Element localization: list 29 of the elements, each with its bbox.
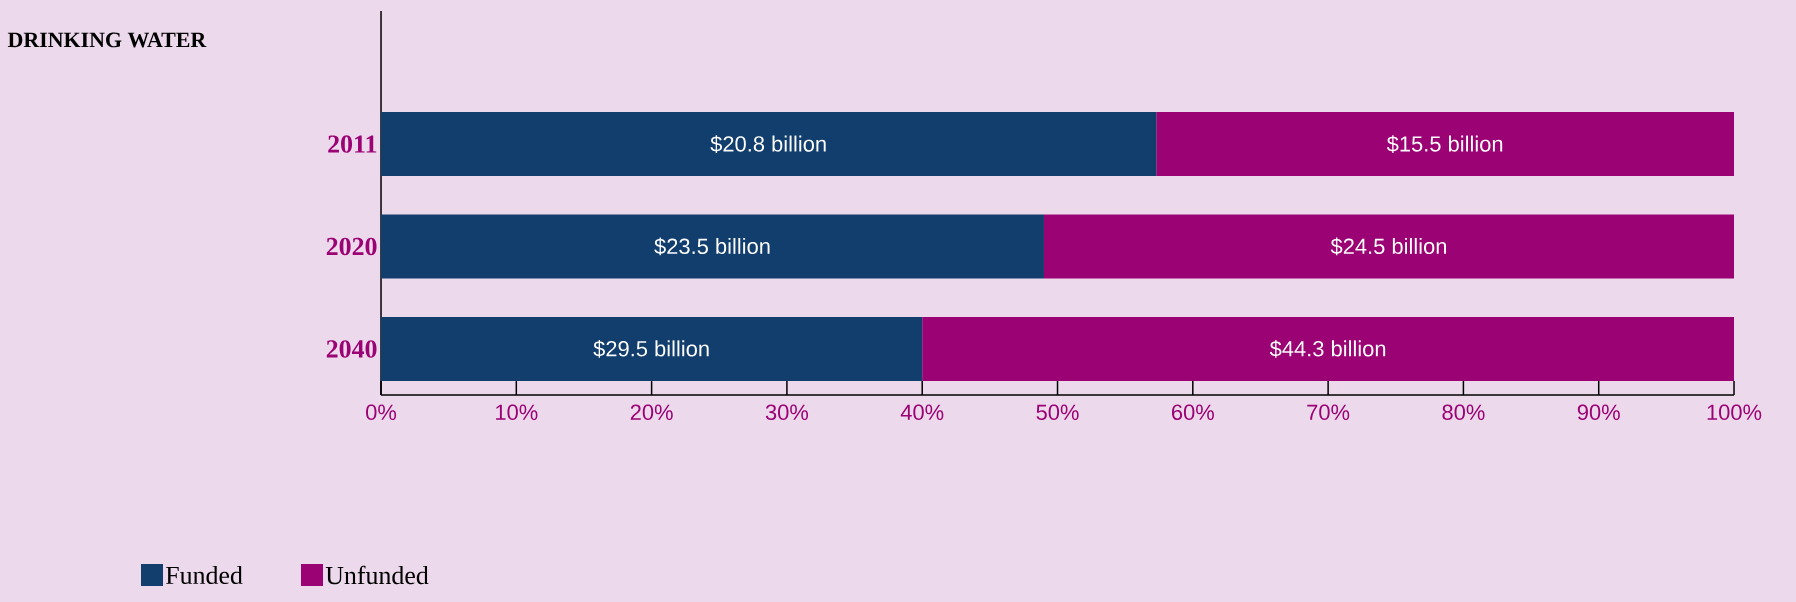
annotation: $24.5 billion (1330, 237, 1447, 256)
x-tick-label: 70% (1307, 404, 1350, 421)
annotation: $44.3 billion (1269, 340, 1386, 358)
y-tick-label: 2011 (328, 135, 377, 153)
y-tick-label: 2040 (326, 340, 377, 358)
x-tick-label: 0% (366, 404, 397, 421)
bar (922, 316, 1735, 381)
y-tick-label: 2020 (326, 237, 377, 256)
annotation: $15.5 billion (1386, 135, 1503, 153)
legend-label: Unfunded (325, 565, 429, 585)
x-tick-label: 100% (1707, 404, 1762, 421)
annotation: $23.5 billion (654, 237, 770, 256)
legend-label: Funded (165, 565, 243, 585)
x-tick-label: 40% (900, 404, 944, 421)
annotation: $20.8 billion (710, 135, 826, 153)
bar (381, 112, 1157, 177)
bar (1156, 112, 1735, 177)
text: DRINKING WATER (7, 32, 207, 48)
x-tick-label: 90% (1577, 404, 1620, 421)
bar (1043, 214, 1735, 279)
bar (381, 214, 1044, 279)
annotation: $29.5 billion (593, 340, 709, 358)
x-tick-label: 10% (496, 404, 538, 421)
x-tick-label: 50% (1036, 404, 1079, 421)
x-tick-label: 20% (630, 404, 673, 421)
bar (381, 316, 923, 381)
x-tick-label: 60% (1171, 404, 1214, 421)
x-tick-label: 30% (765, 404, 809, 421)
x-tick-label: 80% (1442, 404, 1485, 421)
